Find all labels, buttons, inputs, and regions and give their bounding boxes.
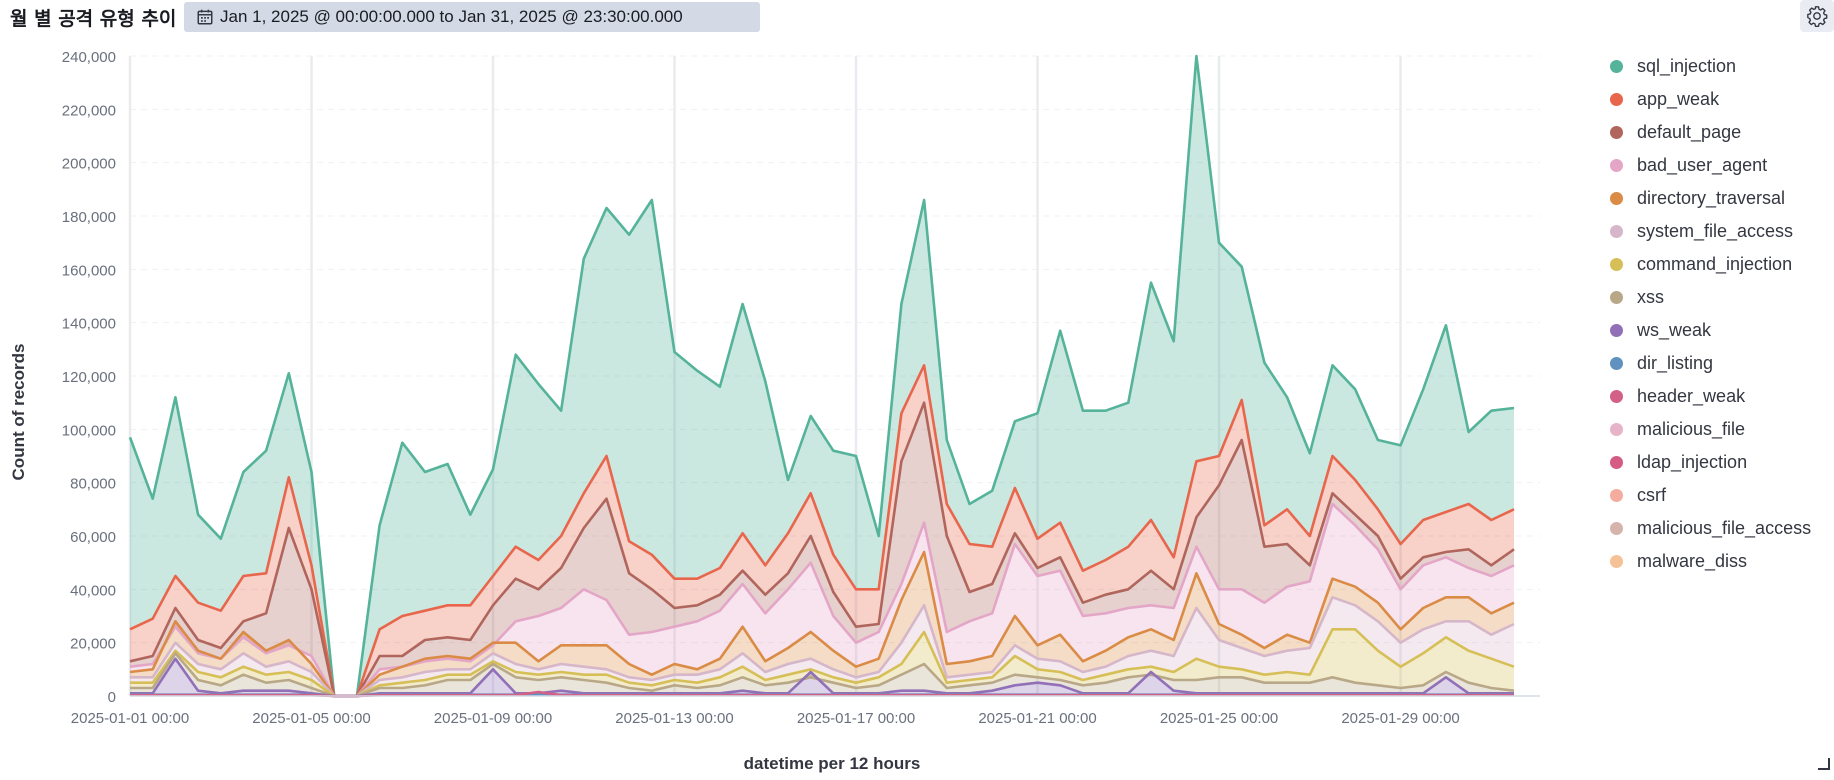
legend-label: command_injection	[1637, 254, 1793, 274]
legend-swatch	[1610, 357, 1623, 370]
y-tick-label: 80,000	[70, 476, 116, 493]
legend-swatch	[1610, 456, 1623, 469]
legend-label: bad_user_agent	[1637, 155, 1768, 175]
y-tick-label: 60,000	[70, 529, 116, 546]
legend-swatch	[1610, 324, 1623, 337]
legend-item-malicious-file-access[interactable]: malicious_file_access	[1604, 512, 1811, 545]
x-tick-label: 2025-01-21 00:00	[978, 710, 1096, 727]
legend-label: ldap_injection	[1637, 452, 1748, 472]
legend-item-header-weak[interactable]: header_weak	[1604, 380, 1811, 413]
legend-swatch	[1610, 423, 1623, 436]
x-tick-label: 2025-01-13 00:00	[615, 710, 733, 727]
legend-item-directory-traversal[interactable]: directory_traversal	[1604, 182, 1811, 215]
x-tick-label: 2025-01-25 00:00	[1160, 710, 1278, 727]
area-directory-traversal	[130, 552, 1514, 696]
legend-label: sql_injection	[1637, 56, 1737, 76]
legend-label: dir_listing	[1637, 353, 1714, 373]
area-app-weak	[130, 365, 1514, 696]
legend-label: xss	[1637, 287, 1664, 307]
y-tick-label: 0	[108, 689, 116, 706]
legend-label: header_weak	[1637, 386, 1746, 406]
chart-axes: 0 20,000 40,000 60,000 80,000 100,000 120,000 1…	[62, 49, 1540, 727]
chart-areas	[128, 54, 1515, 698]
legend-label: default_page	[1637, 122, 1742, 142]
legend-swatch	[1610, 192, 1623, 205]
x-axis-title: datetime per 12 hours	[744, 754, 921, 773]
y-tick-label: 180,000	[62, 209, 116, 226]
legend-label: app_weak	[1637, 89, 1720, 109]
y-tick-label: 100,000	[62, 422, 116, 439]
legend-swatch	[1610, 258, 1623, 271]
panel-title: 월 별 공격 유형 추이	[10, 8, 177, 30]
settings-button[interactable]	[1800, 0, 1834, 32]
y-tick-label: 40,000	[70, 582, 116, 599]
legend-item-default-page[interactable]: default_page	[1604, 116, 1811, 149]
legend-item-ldap-injection[interactable]: ldap_injection	[1604, 446, 1811, 479]
calendar-icon	[197, 9, 213, 25]
area-default-page	[130, 402, 1514, 696]
chart-legend: sql_injection app_weak default_page bad_use…	[1604, 50, 1811, 578]
legend-swatch	[1610, 489, 1623, 502]
legend-item-malware-diss[interactable]: malware_diss	[1604, 545, 1811, 578]
y-tick-label: 20,000	[70, 636, 116, 653]
x-tick-label: 2025-01-29 00:00	[1341, 710, 1459, 727]
legend-swatch	[1610, 93, 1623, 106]
y-tick-label: 160,000	[62, 262, 116, 279]
legend-label: malicious_file_access	[1637, 518, 1812, 538]
y-tick-label: 120,000	[62, 369, 116, 386]
legend-label: ws_weak	[1637, 320, 1712, 340]
x-tick-label: 2025-01-01 00:00	[71, 710, 189, 727]
line-sql-injection	[128, 54, 1515, 698]
x-tick-label: 2025-01-05 00:00	[252, 710, 370, 727]
y-tick-label: 220,000	[62, 102, 116, 119]
legend-item-dir-listing[interactable]: dir_listing	[1604, 347, 1811, 380]
legend-item-ws-weak[interactable]: ws_weak	[1604, 314, 1811, 347]
time-range-text: Jan 1, 2025 @ 00:00:00.000 to Jan 31, 20…	[220, 7, 683, 26]
legend-swatch	[1610, 159, 1623, 172]
legend-label: directory_traversal	[1637, 188, 1786, 208]
legend-label: csrf	[1637, 485, 1666, 505]
x-tick-label: 2025-01-17 00:00	[797, 710, 915, 727]
legend-swatch	[1610, 291, 1623, 304]
legend-swatch	[1610, 390, 1623, 403]
legend-swatch	[1610, 60, 1623, 73]
legend-item-csrf[interactable]: csrf	[1604, 479, 1811, 512]
legend-swatch	[1610, 225, 1623, 238]
legend-item-malicious-file[interactable]: malicious_file	[1604, 413, 1811, 446]
legend-item-command-injection[interactable]: command_injection	[1604, 248, 1811, 281]
time-range-badge[interactable]: Jan 1, 2025 @ 00:00:00.000 to Jan 31, 20…	[184, 2, 760, 32]
legend-item-sql-injection[interactable]: sql_injection	[1604, 50, 1811, 83]
legend-label: malware_diss	[1637, 551, 1748, 571]
stacked-area-chart: 0 20,000 40,000 60,000 80,000 100,000 120,000 1…	[9, 49, 1540, 773]
gear-icon	[1807, 6, 1828, 27]
y-tick-label: 200,000	[62, 156, 116, 173]
legend-item-xss[interactable]: xss	[1604, 281, 1811, 314]
x-tick-label: 2025-01-09 00:00	[434, 710, 552, 727]
legend-item-app-weak[interactable]: app_weak	[1604, 83, 1811, 116]
area-bad-user-agent	[130, 504, 1514, 696]
line-default-page	[129, 401, 1515, 698]
y-axis-title: Count of records	[9, 344, 28, 481]
legend-item-bad-user-agent[interactable]: bad_user_agent	[1604, 149, 1811, 182]
resize-handle-icon[interactable]	[1818, 758, 1830, 770]
y-tick-label: 240,000	[62, 49, 116, 66]
legend-swatch	[1610, 522, 1623, 535]
area-sql-injection	[130, 56, 1514, 696]
y-tick-label: 140,000	[62, 316, 116, 333]
legend-label: malicious_file	[1637, 419, 1746, 439]
legend-item-system-file-access[interactable]: system_file_access	[1604, 215, 1811, 248]
legend-swatch	[1610, 555, 1623, 568]
legend-label: system_file_access	[1637, 221, 1794, 241]
line-app-weak	[129, 364, 1515, 698]
legend-swatch	[1610, 126, 1623, 139]
